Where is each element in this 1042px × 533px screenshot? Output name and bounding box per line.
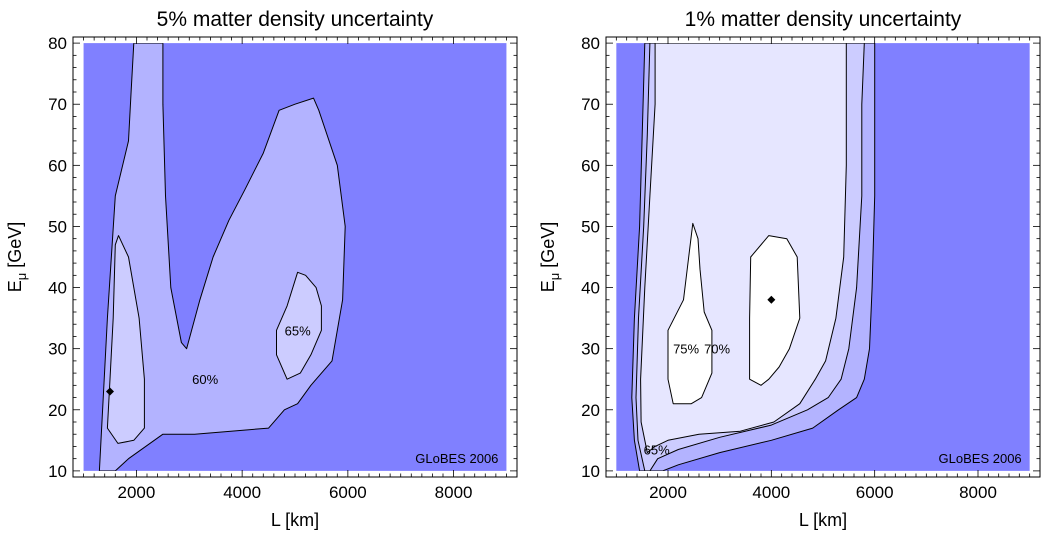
y-tick-label: 80 <box>48 34 67 53</box>
y-tick-label: 20 <box>48 401 67 420</box>
y-axis-label-unit: [GeV] <box>538 222 558 273</box>
x-axis-label: L [km] <box>799 510 847 530</box>
contour-label: 60% <box>192 372 218 387</box>
contour-region-2 <box>106 235 145 444</box>
y-axis-label-subscript: μ <box>14 273 29 281</box>
y-tick-label: 80 <box>581 34 600 53</box>
x-tick-label: 6000 <box>329 483 367 502</box>
watermark: GLoBES 2006 <box>415 451 498 466</box>
contour-label: 75% <box>673 342 699 357</box>
chart-title: 5% matter density uncertainty <box>157 8 434 31</box>
contour-label: 65% <box>285 323 311 338</box>
x-tick-label: 8000 <box>959 483 997 502</box>
contour-region-5 <box>749 235 801 386</box>
y-tick-label: 20 <box>581 401 600 420</box>
contours <box>631 43 876 471</box>
chart-panel-1: 60% 65% GLoBES 2006 2000 4000 6000 8000 10 20 30 4… <box>5 8 518 530</box>
y-axis-label-main: E <box>538 280 558 292</box>
y-tick-label: 40 <box>581 279 600 298</box>
y-tick-label: 60 <box>48 156 67 175</box>
y-tick-label: 30 <box>48 340 67 359</box>
y-tick-label: 50 <box>581 217 600 236</box>
contour-region-3 <box>276 271 322 380</box>
y-tick-label: 10 <box>581 462 600 481</box>
y-tick-label: 10 <box>48 462 67 481</box>
contour-label: 70% <box>704 342 730 357</box>
best-fit-marker <box>106 387 114 396</box>
x-tick-label: 2000 <box>118 483 156 502</box>
ticks <box>72 37 518 477</box>
best-fit-marker <box>767 295 776 304</box>
contours <box>98 43 346 471</box>
x-tick-label: 4000 <box>223 483 261 502</box>
y-axis-label: Eμ [GeV] <box>538 222 562 293</box>
y-tick-label: 70 <box>48 95 67 114</box>
y-tick-label: 70 <box>581 95 600 114</box>
y-tick-label: 40 <box>48 279 67 298</box>
y-tick-label: 30 <box>581 340 600 359</box>
y-tick-label: 60 <box>581 156 600 175</box>
y-axis-label-main: E <box>5 280 25 292</box>
x-tick-label: 8000 <box>435 483 473 502</box>
x-tick-label: 6000 <box>856 483 894 502</box>
y-axis-label: Eμ [GeV] <box>5 222 29 293</box>
chart-title: 1% matter density uncertainty <box>685 8 962 31</box>
y-tick-label: 50 <box>48 217 67 236</box>
y-axis-label-subscript: μ <box>547 273 562 281</box>
watermark: GLoBES 2006 <box>939 451 1022 466</box>
x-axis-label: L [km] <box>271 510 319 530</box>
contour-region-4 <box>667 222 713 405</box>
x-tick-label: 2000 <box>649 483 687 502</box>
chart-panel-2: 65% 70% 75% GLoBES 2006 2000 4000 6000 8000 10 20… <box>538 8 1041 530</box>
x-tick-label: 4000 <box>752 483 790 502</box>
ticks <box>605 37 1041 477</box>
contour-label: 65% <box>644 443 670 458</box>
y-axis-label-unit: [GeV] <box>5 222 25 273</box>
